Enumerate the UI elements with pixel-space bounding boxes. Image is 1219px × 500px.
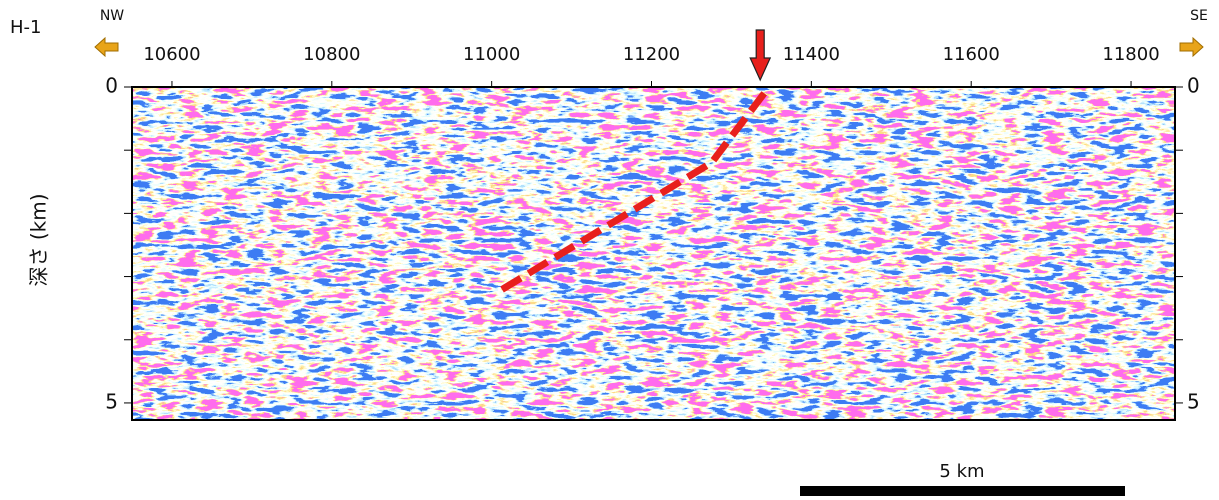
scale-bar xyxy=(800,486,1125,496)
right-arrow xyxy=(1179,36,1204,58)
x-tick-label: 11400 xyxy=(783,44,840,65)
x-tick-label: 11200 xyxy=(623,44,680,65)
y-axis-label: 深さ (km) xyxy=(27,193,51,286)
y-tick-label: 5 xyxy=(105,389,118,413)
x-tick-label: 10600 xyxy=(143,44,200,65)
x-tick-label: 11000 xyxy=(463,44,520,65)
y2-tick-label: 0 xyxy=(1187,74,1200,98)
title: H-1 xyxy=(10,17,41,38)
scale-bar-label: 5 km xyxy=(939,461,984,482)
seismic-image xyxy=(132,87,1175,420)
plot-frame xyxy=(131,86,1176,421)
fault-line xyxy=(495,91,767,296)
x-tick-label: 11800 xyxy=(1102,44,1159,65)
y-tick-label: 0 xyxy=(105,74,118,98)
left-direction: NW xyxy=(100,8,124,24)
fault-arrow xyxy=(749,29,772,82)
x-tick-label: 10800 xyxy=(303,44,360,65)
x-tick-label: 11600 xyxy=(943,44,1000,65)
y2-tick-label: 5 xyxy=(1187,389,1200,413)
left-arrow xyxy=(94,36,119,58)
right-direction: SE xyxy=(1190,8,1208,24)
